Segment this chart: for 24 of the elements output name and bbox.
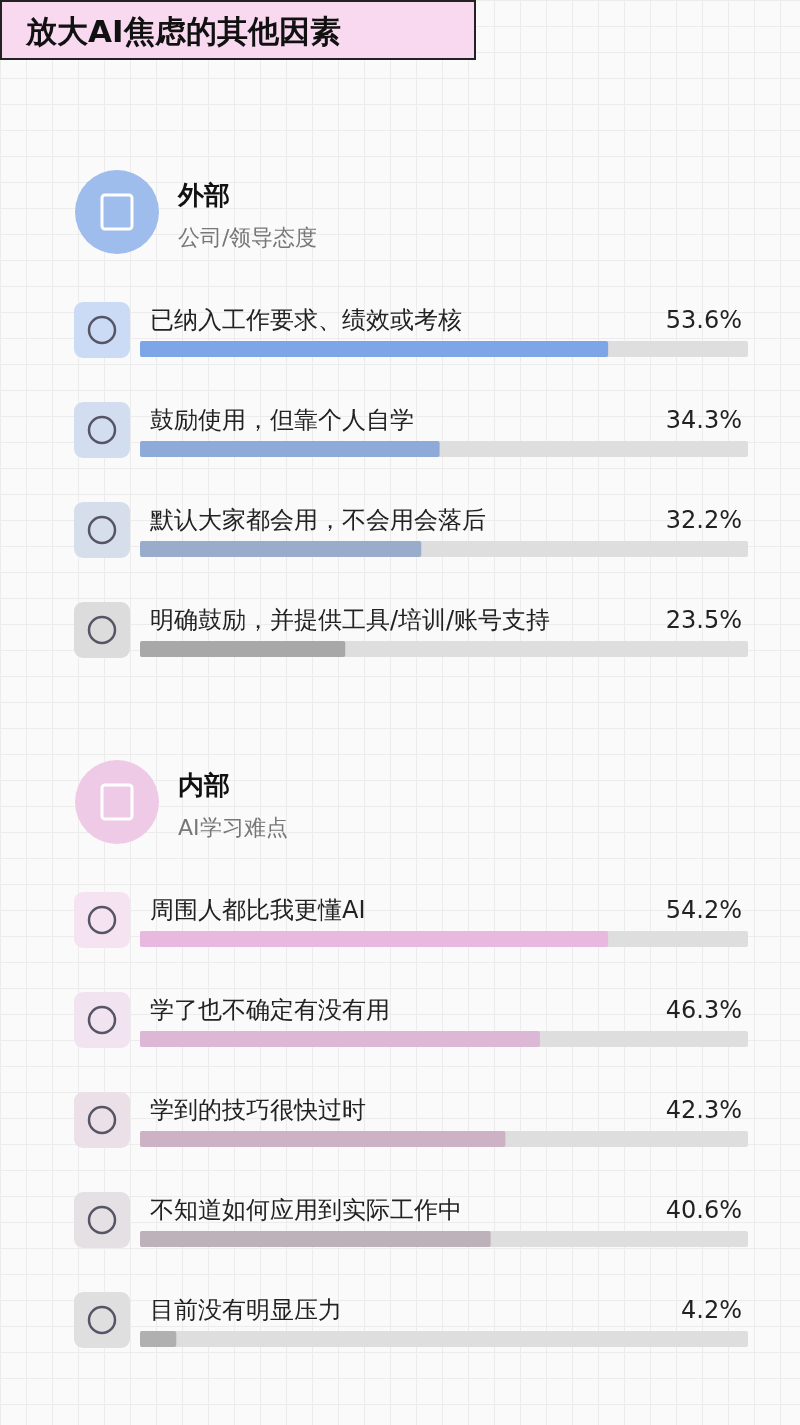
data-label: 4.2% <box>681 1296 742 1324</box>
data-label: 54.2% <box>665 896 742 924</box>
text: 放大AI焦虑的其他因素 <box>25 13 341 49</box>
y-tick-label: 默认大家都会用，不会用会落后 <box>149 506 486 534</box>
data-label: 34.3% <box>665 406 742 434</box>
bar <box>140 1331 177 1347</box>
y-tick-label: 明确鼓励，并提供工具/培训/账号支持 <box>150 606 551 634</box>
data-label: 42.3% <box>665 1096 742 1124</box>
y-tick-label: 学到的技巧很快过时 <box>150 1096 366 1124</box>
data-label: 23.5% <box>665 606 742 634</box>
y-tick-label: 鼓励使用，但靠个人自学 <box>150 406 414 434</box>
y-tick-label: 学了也不确定有没有用 <box>150 996 390 1024</box>
data-label: 53.6% <box>665 306 742 334</box>
chart-subtitle: 公司/领导态度 <box>178 225 318 250</box>
data-label: 40.6% <box>665 1196 742 1224</box>
chart-subtitle: AI学习难点 <box>178 815 288 840</box>
data-label: 32.2% <box>665 506 742 534</box>
chart-title: 内部 <box>178 770 230 800</box>
y-tick-label: 目前没有明显压力 <box>150 1296 342 1324</box>
chart-title: 外部 <box>177 180 230 210</box>
data-label: 46.3% <box>665 996 742 1024</box>
y-tick-label: 不知道如何应用到实际工作中 <box>150 1196 462 1224</box>
y-tick-label: 已纳入工作要求、绩效或考核 <box>150 306 462 334</box>
y-tick-label: 周围人都比我更懂AI <box>150 896 366 924</box>
